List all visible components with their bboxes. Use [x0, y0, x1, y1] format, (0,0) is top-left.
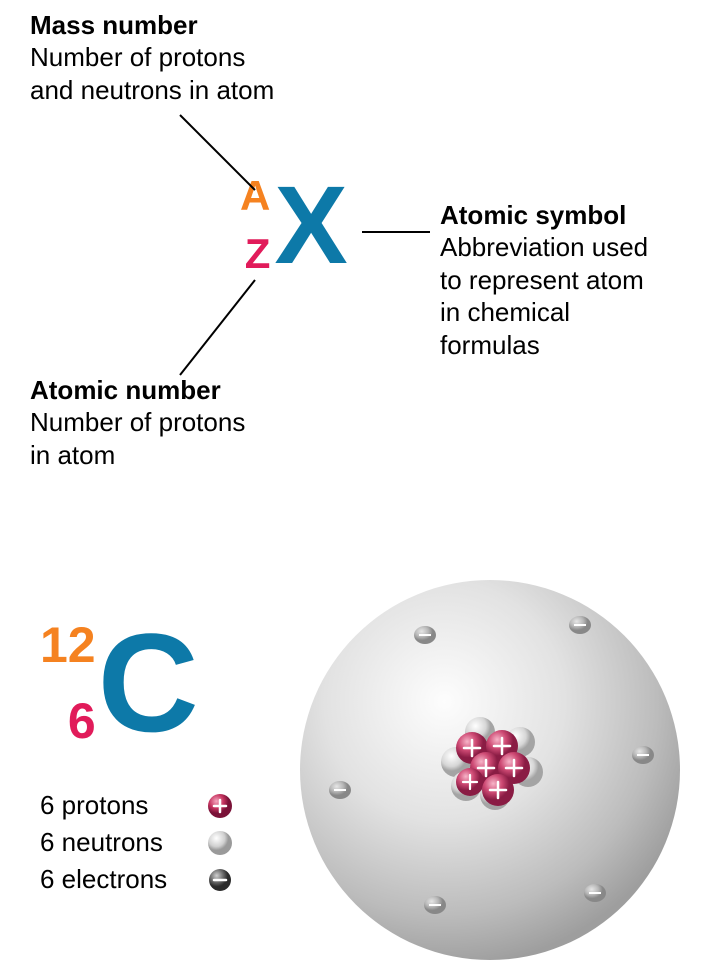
- atomic-symbol-label: Atomic symbol Abbreviation used to repre…: [440, 200, 710, 361]
- atomic-symbol-title: Atomic symbol: [440, 200, 710, 231]
- atomic-symbol-desc: Abbreviation used to represent atom in c…: [440, 231, 710, 361]
- electron-icon: [206, 866, 234, 894]
- legend-electrons: 6 electrons: [40, 864, 234, 895]
- legend-protons: 6 protons: [40, 790, 234, 821]
- atomic-number-desc: Number of protons in atom: [30, 406, 330, 471]
- legend-neutrons: 6 neutrons: [40, 827, 234, 858]
- notation-carbon: 12 6 C: [40, 620, 199, 746]
- carbon-symbol: C: [98, 620, 199, 746]
- carbon-atomic: 6: [40, 696, 96, 746]
- element-symbol-x: X: [274, 176, 347, 275]
- atomic-symbol-z: Z: [240, 233, 270, 275]
- mass-number-label: Mass number Number of protons and neutro…: [30, 10, 350, 106]
- carbon-mass: 12: [40, 620, 96, 670]
- proton-icon: [206, 792, 234, 820]
- mass-number-desc: Number of protons and neutrons in atom: [30, 41, 350, 106]
- atomic-number-label: Atomic number Number of protons in atom: [30, 375, 330, 471]
- mass-symbol: A: [240, 175, 270, 217]
- atom-diagram: [295, 575, 695, 975]
- atomic-number-title: Atomic number: [30, 375, 330, 406]
- notation-generic: A Z X: [240, 175, 348, 275]
- mass-number-title: Mass number: [30, 10, 350, 41]
- neutron-icon: [206, 829, 234, 857]
- particle-legend: 6 protons 6 neutrons 6 electrons: [40, 790, 234, 901]
